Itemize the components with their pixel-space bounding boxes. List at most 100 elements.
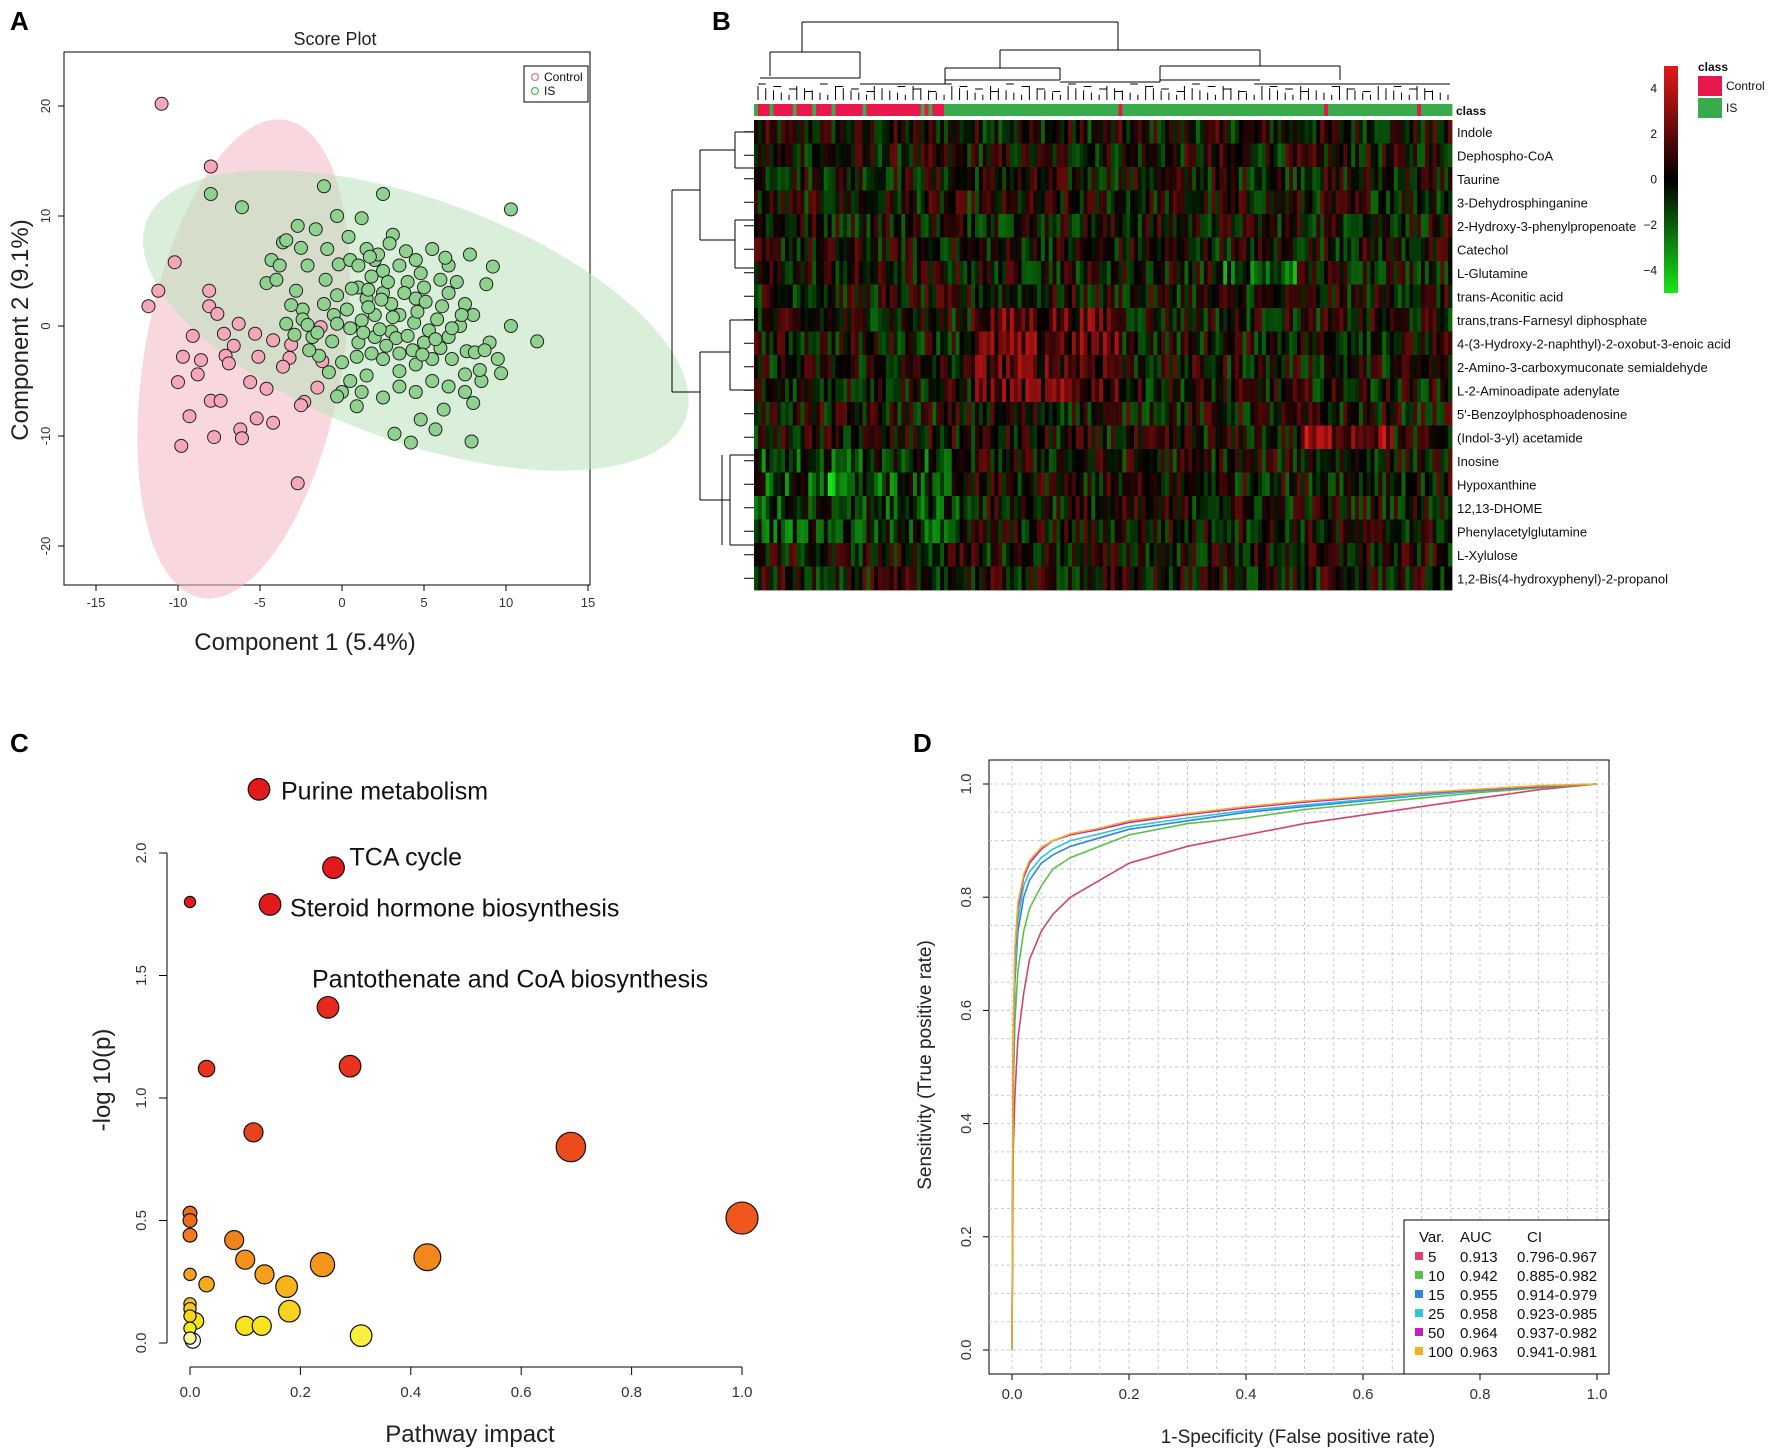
heatmap-cell [1095, 308, 1100, 332]
heatmap-cell [1048, 355, 1053, 379]
heatmap-cell [1114, 566, 1119, 591]
heatmap-cell [1436, 566, 1441, 591]
heatmap-cell [1285, 167, 1290, 191]
heatmap-cell [1060, 214, 1065, 238]
heatmap-cell [1199, 143, 1205, 168]
heatmap-cell [1184, 237, 1189, 262]
heatmap-cell [1331, 261, 1337, 285]
roc-plot: 1-Specificity (False positive rate) Sens… [915, 759, 1610, 1448]
heatmap-cell [1432, 355, 1437, 379]
heatmap-cell [1068, 425, 1073, 450]
heatmap-cell [835, 214, 840, 238]
heatmap-cell [975, 167, 980, 191]
score-point-control [234, 431, 249, 446]
heatmap-cell [1230, 331, 1236, 356]
heatmap-cell [1382, 566, 1387, 591]
heatmap-cell [1230, 449, 1236, 473]
heatmap-cell [1265, 449, 1271, 473]
heatmap-cell [854, 284, 860, 309]
heatmap-cell [1440, 143, 1445, 168]
heatmap-cell [1405, 284, 1410, 309]
heatmap-cell [773, 143, 778, 168]
x-tick-label: 0.8 [621, 1384, 642, 1401]
heatmap-cell [870, 120, 875, 144]
heatmap-cell [1099, 331, 1104, 356]
heatmap-cell [1296, 355, 1302, 379]
heatmap-cell [947, 519, 953, 544]
heatmap-cell [1017, 190, 1022, 215]
heatmap-cell [1103, 449, 1108, 473]
heatmap-cell [843, 190, 848, 215]
heatmap-cell [975, 214, 980, 238]
heatmap-cell [1068, 143, 1073, 168]
heatmap-cell [1296, 543, 1302, 567]
class-bar-cell [1234, 104, 1240, 116]
heatmap-cell [1134, 120, 1139, 144]
x-tick-label: 0.4 [1236, 1386, 1257, 1403]
heatmap-cell [847, 167, 852, 191]
heatmap-cell [1017, 214, 1022, 238]
heatmap-cell [800, 402, 805, 426]
heatmap-cell [1413, 261, 1418, 285]
heatmap-cell [823, 566, 829, 591]
class-bar-cell [808, 104, 813, 116]
heatmap-cell [765, 284, 770, 309]
heatmap-cell [1068, 120, 1073, 144]
legend-label-control: Control [544, 70, 583, 84]
heatmap-cell [1161, 449, 1166, 473]
score-point-is [392, 379, 407, 394]
heatmap-cell [1366, 261, 1371, 285]
heatmap-cell [1056, 190, 1061, 215]
class-bar-cell [1087, 104, 1092, 116]
heatmap-cell [1436, 284, 1441, 309]
heatmap-cell [819, 331, 825, 356]
heatmap-cell [1277, 402, 1282, 426]
heatmap-cell [1273, 496, 1278, 520]
heatmap-cell [1448, 355, 1453, 379]
heatmap-cell [1312, 143, 1317, 168]
heatmap-cell [1436, 214, 1441, 238]
heatmap-cell [1068, 167, 1073, 191]
heatmap-cell [835, 449, 840, 473]
heatmap-cell [1308, 402, 1313, 426]
heatmap-cell [944, 331, 949, 356]
heatmap-cell [1285, 355, 1290, 379]
heatmap-cell [1261, 214, 1267, 238]
heatmap-cell [951, 543, 957, 567]
class-bar-cell [1060, 104, 1065, 116]
heatmap-cell [1095, 331, 1100, 356]
class-bar-cell [1099, 104, 1104, 116]
y-tick-label: 0.8 [958, 887, 975, 908]
class-bar-cell [1029, 104, 1034, 116]
heatmap-cell [1075, 378, 1081, 403]
heatmap-cell [1087, 284, 1092, 309]
heatmap-cell [769, 472, 774, 497]
heatmap-cell [1265, 355, 1271, 379]
heatmap-cell [754, 190, 759, 215]
heatmap-cell [994, 120, 999, 144]
heatmap-cell [1079, 190, 1085, 215]
heatmap-cell [1149, 402, 1154, 426]
heatmap-cell [967, 449, 972, 473]
heatmap-cell [1196, 214, 1201, 238]
heatmap-cell [889, 449, 894, 473]
heatmap-cell [1126, 237, 1131, 262]
heatmap-cell [978, 237, 984, 262]
class-bar-cell [1420, 104, 1426, 116]
heatmap-cell [757, 355, 763, 379]
heatmap-cell [1006, 566, 1011, 591]
heatmap-cell [1424, 214, 1430, 238]
heatmap-cell [1006, 214, 1011, 238]
heatmap-cell [936, 566, 941, 591]
heatmap-cell [1304, 167, 1309, 191]
heatmap-cell [1417, 355, 1422, 379]
heatmap-cell [777, 237, 782, 262]
heatmap-cell [1238, 496, 1243, 520]
heatmap-cell [1296, 449, 1302, 473]
heatmap-cell [1052, 355, 1057, 379]
heatmap-cell [947, 308, 953, 332]
heatmap-cell [978, 167, 984, 191]
class-bar-cell [1044, 104, 1050, 116]
heatmap-cell [1378, 496, 1383, 520]
heatmap-cell [1099, 167, 1104, 191]
